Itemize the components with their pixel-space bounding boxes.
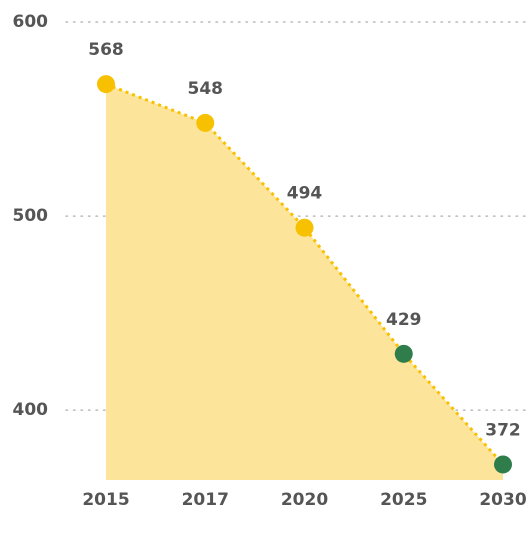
x-tick-label: 2020 [281, 490, 328, 510]
y-tick-label: 500 [13, 206, 49, 226]
point [295, 218, 314, 237]
y-tick-label: 400 [13, 400, 49, 420]
point [196, 113, 215, 132]
area [106, 84, 503, 481]
x-tick-label: 2025 [380, 490, 427, 510]
point [394, 344, 413, 363]
y-tick-label: 600 [13, 12, 49, 32]
data-label: 494 [287, 184, 323, 204]
x-tick-label: 2030 [479, 490, 526, 510]
data-label: 568 [88, 40, 124, 60]
point [494, 455, 512, 474]
data-label: 372 [485, 420, 521, 440]
x-tick-label: 2015 [82, 490, 129, 510]
x-tick-label: 2017 [182, 490, 229, 510]
point [97, 75, 115, 94]
line [105, 82, 505, 466]
data-label: 429 [386, 310, 422, 330]
data-label: 548 [188, 79, 224, 99]
